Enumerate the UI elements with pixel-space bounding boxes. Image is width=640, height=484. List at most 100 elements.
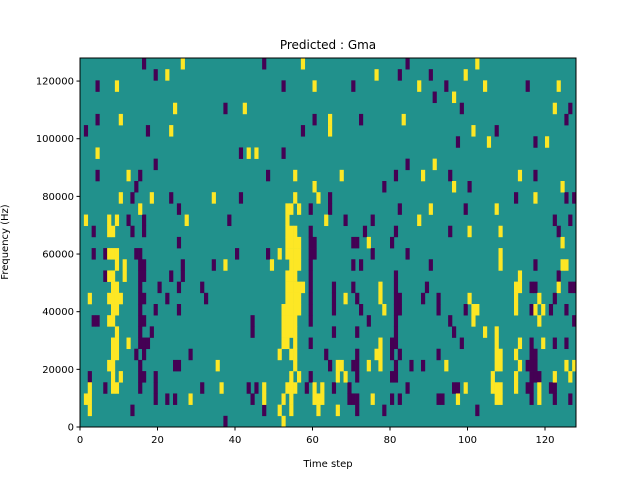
heatmap-cell-high <box>293 248 298 260</box>
heatmap-cell-low <box>312 113 317 126</box>
heatmap-cell-high <box>289 382 294 394</box>
heatmap-cell-low <box>200 281 205 294</box>
heatmap-cell-high <box>514 304 519 316</box>
heatmap-cell-high <box>285 236 290 249</box>
chart-title: Predicted : Gma <box>280 38 376 52</box>
heatmap-cell-low <box>452 382 457 394</box>
heatmap-cell-high <box>111 315 116 327</box>
heatmap-cell-low <box>138 359 143 372</box>
heatmap-cell-low <box>308 371 313 383</box>
heatmap-cell-low <box>173 359 178 372</box>
heatmap-cell-high <box>335 371 340 383</box>
heatmap-cell-high <box>366 359 371 372</box>
heatmap-cell-low <box>204 292 209 305</box>
heatmap-cell-high <box>564 359 569 372</box>
heatmap-cell-low <box>331 326 337 338</box>
heatmap-cell-high <box>293 270 298 282</box>
heatmap-cell-high <box>114 281 120 294</box>
heatmap-cell-high <box>401 113 406 126</box>
y-tick-label: 60000 <box>42 250 74 261</box>
heatmap-cell-low <box>390 393 395 405</box>
heatmap-cell-low <box>366 315 371 327</box>
heatmap-cell-high <box>432 158 437 171</box>
heatmap-cell-high <box>297 281 302 294</box>
heatmap-cell-high <box>463 382 468 394</box>
heatmap-cell-high <box>552 102 557 115</box>
heatmap-cell-low <box>176 236 182 249</box>
heatmap-cell-high <box>417 80 422 92</box>
heatmap-cell-high <box>107 292 112 305</box>
heatmap-cell-low <box>308 292 313 305</box>
heatmap-cell-high <box>312 80 317 92</box>
heatmap-cell-low <box>533 348 538 361</box>
heatmap-cell-low <box>138 304 143 316</box>
heatmap-cell-low <box>169 270 174 282</box>
heatmap-cell-high <box>188 393 193 405</box>
heatmap-cell-low <box>448 169 453 182</box>
heatmap-cell-high <box>328 113 333 126</box>
x-tick-label: 80 <box>384 435 397 446</box>
heatmap-cell-high <box>316 404 321 417</box>
heatmap-cell-low <box>351 259 356 271</box>
heatmap-cell-high <box>114 348 120 361</box>
heatmap-cell-high <box>378 359 383 372</box>
heatmap-cell-low <box>440 393 445 405</box>
heatmap-cell-high <box>498 348 503 361</box>
heatmap-cell-high <box>467 292 472 305</box>
heatmap-cell-low <box>138 382 143 394</box>
heatmap-cell-low <box>308 259 313 271</box>
heatmap-cell-high <box>517 169 523 182</box>
heatmap-cell-high <box>285 326 290 338</box>
heatmap-cell-low <box>103 270 108 282</box>
heatmap-cell-low <box>572 315 577 327</box>
heatmap-cell-low <box>459 337 464 350</box>
heatmap-cell-high <box>285 315 290 327</box>
heatmap-cell-high <box>421 169 426 182</box>
heatmap-cell-low <box>142 214 147 227</box>
heatmap-cell-low <box>552 382 557 394</box>
heatmap-cell-high <box>126 169 131 182</box>
heatmap-cell-high <box>180 58 185 70</box>
heatmap-cell-high <box>211 192 216 204</box>
heatmap-cell-low <box>312 236 317 249</box>
heatmap-cell-low <box>351 236 356 249</box>
heatmap-cell-low <box>308 236 313 249</box>
heatmap-cell-high <box>490 371 495 383</box>
heatmap-cell-low <box>246 382 251 394</box>
heatmap-cell-low <box>153 158 158 171</box>
heatmap-cell-low <box>393 169 399 182</box>
heatmap-cell-low <box>564 192 569 204</box>
heatmap-cell-low <box>149 326 154 338</box>
heatmap-cell-high <box>165 69 170 81</box>
heatmap-cell-low <box>211 259 216 271</box>
heatmap-cell-high <box>281 315 286 327</box>
heatmap-cell-high <box>111 348 116 361</box>
heatmap-cell-high <box>289 203 294 215</box>
heatmap-cell-low <box>475 404 480 417</box>
heatmap-cell-low <box>142 348 147 361</box>
heatmap-cell-high <box>277 248 282 260</box>
heatmap-cell-low <box>176 359 182 372</box>
heatmap-cell-low <box>223 415 228 428</box>
heatmap-cell-low <box>324 348 329 361</box>
heatmap-cell-high <box>514 281 519 294</box>
heatmap-cell-low <box>556 270 561 282</box>
heatmap-cell-high <box>118 371 123 383</box>
heatmap-cell-low <box>328 192 333 204</box>
heatmap-cell-low <box>459 102 464 115</box>
heatmap-cell-high <box>114 80 120 92</box>
heatmap-cell-low <box>103 248 108 260</box>
y-tick-label: 120000 <box>36 77 74 88</box>
heatmap-cell-high <box>494 337 499 350</box>
heatmap-cell-high <box>378 337 383 350</box>
heatmap-cell-low <box>467 181 472 193</box>
heatmap-cell-high <box>428 203 433 215</box>
heatmap-cell-high <box>498 359 503 372</box>
heatmap-cell-low <box>421 292 426 305</box>
heatmap-cell-low <box>138 337 143 350</box>
heatmap-cell-high <box>498 393 503 405</box>
heatmap-cell-high <box>219 382 224 394</box>
heatmap-cell-high <box>494 393 499 405</box>
heatmap-cell-high <box>374 69 379 81</box>
heatmap-cell-low <box>142 270 147 282</box>
